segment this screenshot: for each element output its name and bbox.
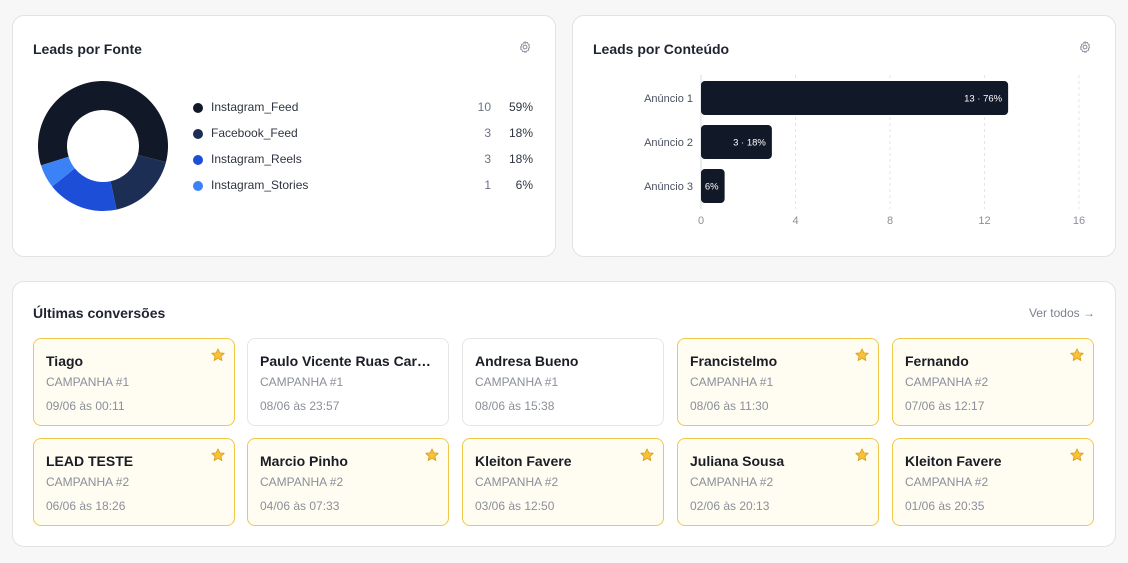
gear-icon[interactable] (1078, 40, 1092, 54)
gear-icon[interactable] (518, 40, 532, 54)
x-tick-label: 4 (792, 215, 798, 227)
star-icon[interactable] (1069, 447, 1085, 463)
donut-slice (110, 154, 166, 210)
card-title: Leads por Conteúdo (593, 41, 730, 57)
star-icon[interactable] (210, 447, 226, 463)
y-category-label: Anúncio 1 (644, 93, 693, 105)
donut-chart (38, 80, 168, 211)
lead-name: Kleiton Favere (905, 453, 1002, 469)
campaign-name: CAMPANHA #2 (690, 475, 774, 489)
conversion-date: 04/06 às 07:33 (260, 499, 340, 513)
campaign-name: CAMPANHA #2 (46, 475, 130, 489)
legend-color-dot (193, 129, 203, 139)
legend-item: Instagram_Stories 1 6% (193, 178, 533, 194)
lead-name: Paulo Vicente Ruas Cardoso (260, 353, 436, 369)
star-icon[interactable] (854, 347, 870, 363)
conversion-card[interactable]: Kleiton Favere CAMPANHA #2 03/06 às 12:50 (462, 438, 664, 526)
bar-data-label: 13 · 76% (964, 94, 1003, 105)
legend-count: 3 (484, 126, 491, 140)
conversion-card[interactable]: Paulo Vicente Ruas Cardoso CAMPANHA #1 08/… (247, 338, 449, 426)
legend-count: 3 (484, 152, 491, 166)
conversion-card[interactable]: LEAD TESTE CAMPANHA #2 06/06 às 18:26 (33, 438, 235, 526)
legend-color-dot (193, 155, 203, 165)
card-title: Leads por Fonte (33, 41, 142, 57)
campaign-name: CAMPANHA #2 (905, 375, 989, 389)
legend-percent: 18% (508, 126, 533, 140)
leads-por-fonte-card: Leads por Fonte Instagram_Feed 10 59% Faceb… (12, 15, 556, 257)
bar-data-label: 3 · 18% (733, 138, 766, 149)
conversion-card[interactable]: Tiago CAMPANHA #1 09/06 às 00:11 (33, 338, 235, 426)
card-title: Últimas conversões (33, 305, 166, 321)
conversion-card[interactable]: Francistelmo CAMPANHA #1 08/06 às 11:30 (677, 338, 879, 426)
donut-slice (40, 156, 75, 187)
conversion-card[interactable]: Kleiton Favere CAMPANHA #2 01/06 às 20:35 (892, 438, 1094, 526)
star-icon[interactable] (1069, 347, 1085, 363)
legend-label: Instagram_Reels (211, 152, 302, 166)
lead-name: Kleiton Favere (475, 453, 572, 469)
legend-label: Instagram_Feed (211, 100, 299, 114)
campaign-name: CAMPANHA #1 (475, 375, 559, 389)
conversion-date: 07/06 às 12:17 (905, 399, 985, 413)
star-icon[interactable] (854, 447, 870, 463)
donut-slice (52, 168, 117, 211)
conversion-date: 06/06 às 18:26 (46, 499, 126, 513)
lead-name: Francistelmo (690, 353, 778, 369)
leads-por-conteudo-card: Leads por Conteúdo 0 4 8 12 16 Anúncio 1 13 · … (572, 15, 1116, 257)
legend-item: Instagram_Reels 3 18% (193, 152, 533, 168)
legend-percent: 59% (508, 100, 533, 114)
campaign-name: CAMPANHA #1 (46, 375, 130, 389)
lead-name: Tiago (46, 353, 84, 369)
conversion-card[interactable]: Andresa Bueno CAMPANHA #1 08/06 às 15:38 (462, 338, 664, 426)
conversion-date: 02/06 às 20:13 (690, 499, 770, 513)
conversion-date: 01/06 às 20:35 (905, 499, 985, 513)
legend-label: Facebook_Feed (211, 126, 298, 140)
y-category-label: Anúncio 3 (644, 181, 693, 193)
conversion-card[interactable]: Marcio Pinho CAMPANHA #2 04/06 às 07:33 (247, 438, 449, 526)
lead-name: Fernando (905, 353, 969, 369)
star-icon[interactable] (424, 447, 440, 463)
bar (701, 169, 725, 203)
legend-count: 10 (477, 100, 491, 114)
conversion-date: 08/06 às 11:30 (690, 399, 769, 413)
conversion-date: 08/06 às 23:57 (260, 399, 340, 413)
legend-item: Facebook_Feed 3 18% (193, 126, 533, 142)
bar-chart: 0 4 8 12 16 Anúncio 1 13 · 76% Anúncio 2 3 · 18%… (644, 75, 1085, 227)
star-icon[interactable] (639, 447, 655, 463)
lead-name: Marcio Pinho (260, 453, 348, 469)
x-tick-label: 12 (978, 215, 990, 227)
campaign-name: CAMPANHA #1 (260, 375, 344, 389)
campaign-name: CAMPANHA #2 (475, 475, 559, 489)
legend-count: 1 (484, 178, 491, 192)
campaign-name: CAMPANHA #2 (260, 475, 344, 489)
bar-data-label: 6% (705, 182, 719, 193)
campaign-name: CAMPANHA #1 (690, 375, 774, 389)
lead-name: Juliana Sousa (690, 453, 785, 469)
conversion-date: 03/06 às 12:50 (475, 499, 555, 513)
legend-percent: 6% (515, 178, 533, 192)
legend-label: Instagram_Stories (211, 178, 309, 192)
x-tick-label: 8 (887, 215, 893, 227)
campaign-name: CAMPANHA #2 (905, 475, 989, 489)
legend-color-dot (193, 181, 203, 191)
legend-percent: 18% (508, 152, 533, 166)
conversion-date: 08/06 às 15:38 (475, 399, 555, 413)
bar (701, 81, 1009, 115)
star-icon[interactable] (210, 347, 226, 363)
lead-name: Andresa Bueno (475, 353, 579, 369)
x-tick-label: 16 (1073, 215, 1085, 227)
ver-todos-link[interactable]: Ver todos → (1028, 306, 1095, 320)
y-category-label: Anúncio 2 (644, 137, 693, 149)
donut-slice (38, 80, 168, 166)
conversion-card[interactable]: Juliana Sousa CAMPANHA #2 02/06 às 20:13 (677, 438, 879, 526)
bar (701, 125, 772, 159)
conversion-card[interactable]: Fernando CAMPANHA #2 07/06 às 12:17 (892, 338, 1094, 426)
ultimas-conversoes-card: Últimas conversões Ver todos → Tiago CAMP… (12, 281, 1116, 547)
x-tick-label: 0 (698, 215, 704, 227)
lead-name: LEAD TESTE (46, 453, 134, 469)
legend-color-dot (193, 103, 203, 113)
legend-item: Instagram_Feed 10 59% (193, 100, 533, 116)
conversion-date: 09/06 às 00:11 (46, 399, 125, 413)
